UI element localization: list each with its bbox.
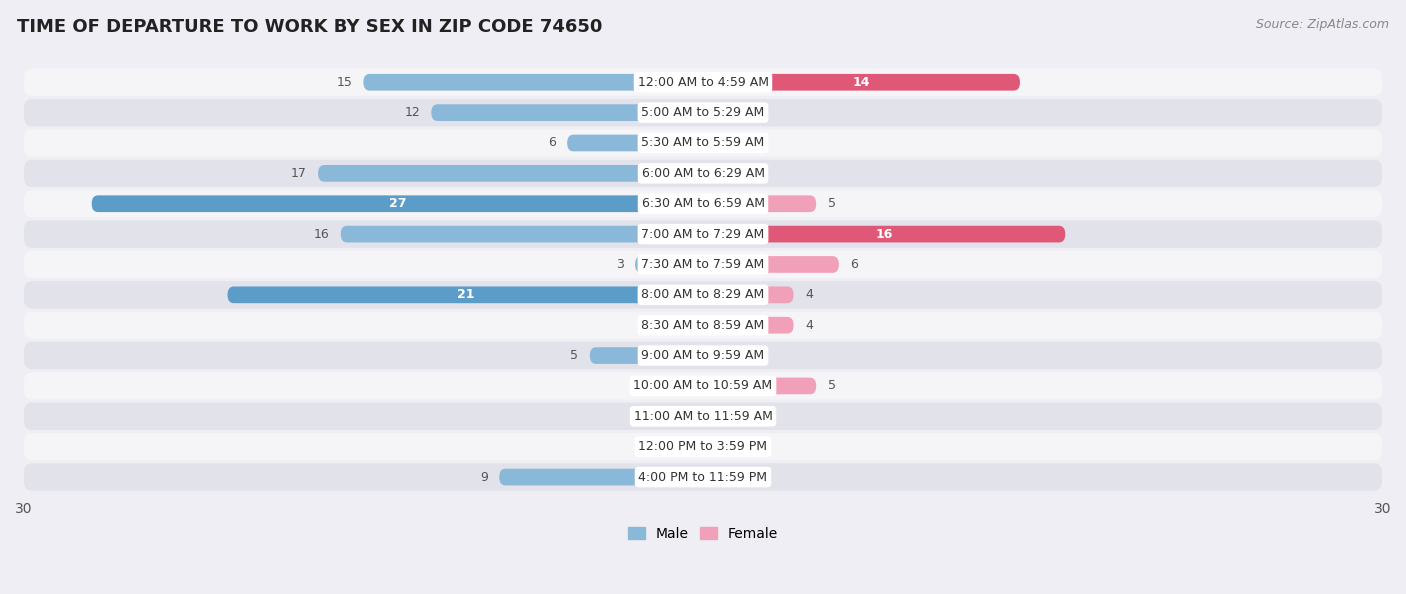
FancyBboxPatch shape [692, 317, 703, 334]
Text: 0: 0 [679, 380, 688, 393]
FancyBboxPatch shape [24, 99, 1382, 127]
Text: 15: 15 [336, 76, 352, 89]
FancyBboxPatch shape [703, 195, 817, 212]
Text: 10:00 AM to 10:59 AM: 10:00 AM to 10:59 AM [634, 380, 772, 393]
Text: 5: 5 [828, 197, 835, 210]
Text: 1: 1 [737, 470, 745, 484]
FancyBboxPatch shape [340, 226, 703, 242]
Text: 12:00 AM to 4:59 AM: 12:00 AM to 4:59 AM [637, 76, 769, 89]
FancyBboxPatch shape [567, 135, 703, 151]
FancyBboxPatch shape [24, 463, 1382, 491]
Text: TIME OF DEPARTURE TO WORK BY SEX IN ZIP CODE 74650: TIME OF DEPARTURE TO WORK BY SEX IN ZIP … [17, 18, 602, 36]
Text: 0: 0 [718, 410, 727, 423]
Text: 16: 16 [314, 228, 329, 241]
FancyBboxPatch shape [703, 256, 839, 273]
Text: 9: 9 [479, 470, 488, 484]
Text: 2: 2 [759, 167, 768, 180]
Text: 17: 17 [291, 167, 307, 180]
Text: 0: 0 [718, 440, 727, 453]
FancyBboxPatch shape [703, 317, 793, 334]
FancyBboxPatch shape [24, 433, 1382, 460]
FancyBboxPatch shape [589, 347, 703, 364]
Text: 6: 6 [851, 258, 858, 271]
FancyBboxPatch shape [24, 160, 1382, 187]
FancyBboxPatch shape [24, 251, 1382, 278]
FancyBboxPatch shape [24, 281, 1382, 308]
Text: Source: ZipAtlas.com: Source: ZipAtlas.com [1256, 18, 1389, 31]
FancyBboxPatch shape [24, 311, 1382, 339]
FancyBboxPatch shape [692, 438, 703, 455]
Text: 5:30 AM to 5:59 AM: 5:30 AM to 5:59 AM [641, 137, 765, 150]
FancyBboxPatch shape [703, 286, 793, 303]
FancyBboxPatch shape [703, 135, 725, 151]
Text: 0: 0 [718, 106, 727, 119]
FancyBboxPatch shape [703, 408, 714, 425]
Text: 27: 27 [388, 197, 406, 210]
FancyBboxPatch shape [703, 469, 725, 485]
FancyBboxPatch shape [636, 256, 703, 273]
Text: 4:00 PM to 11:59 PM: 4:00 PM to 11:59 PM [638, 470, 768, 484]
Text: 8:30 AM to 8:59 AM: 8:30 AM to 8:59 AM [641, 319, 765, 331]
FancyBboxPatch shape [703, 226, 1066, 242]
FancyBboxPatch shape [432, 105, 703, 121]
Text: 14: 14 [853, 76, 870, 89]
Text: 3: 3 [616, 258, 624, 271]
FancyBboxPatch shape [24, 403, 1382, 430]
Text: 0: 0 [679, 319, 688, 331]
FancyBboxPatch shape [703, 347, 714, 364]
Text: 9:00 AM to 9:59 AM: 9:00 AM to 9:59 AM [641, 349, 765, 362]
Text: 0: 0 [679, 410, 688, 423]
FancyBboxPatch shape [228, 286, 703, 303]
Text: 8:00 AM to 8:29 AM: 8:00 AM to 8:29 AM [641, 288, 765, 301]
Text: 12:00 PM to 3:59 PM: 12:00 PM to 3:59 PM [638, 440, 768, 453]
FancyBboxPatch shape [24, 342, 1382, 369]
Text: 5: 5 [571, 349, 578, 362]
Text: 5: 5 [828, 380, 835, 393]
Text: 0: 0 [679, 440, 688, 453]
Text: 7:30 AM to 7:59 AM: 7:30 AM to 7:59 AM [641, 258, 765, 271]
Text: 5:00 AM to 5:29 AM: 5:00 AM to 5:29 AM [641, 106, 765, 119]
FancyBboxPatch shape [24, 129, 1382, 157]
FancyBboxPatch shape [24, 68, 1382, 96]
Text: 12: 12 [405, 106, 420, 119]
Text: 6:00 AM to 6:29 AM: 6:00 AM to 6:29 AM [641, 167, 765, 180]
Text: 6:30 AM to 6:59 AM: 6:30 AM to 6:59 AM [641, 197, 765, 210]
FancyBboxPatch shape [318, 165, 703, 182]
FancyBboxPatch shape [24, 190, 1382, 217]
FancyBboxPatch shape [692, 378, 703, 394]
FancyBboxPatch shape [703, 74, 1019, 91]
FancyBboxPatch shape [363, 74, 703, 91]
Text: 16: 16 [876, 228, 893, 241]
Text: 21: 21 [457, 288, 474, 301]
FancyBboxPatch shape [703, 378, 817, 394]
FancyBboxPatch shape [703, 165, 748, 182]
FancyBboxPatch shape [24, 372, 1382, 400]
Text: 1: 1 [737, 137, 745, 150]
Text: 4: 4 [804, 319, 813, 331]
Text: 7:00 AM to 7:29 AM: 7:00 AM to 7:29 AM [641, 228, 765, 241]
FancyBboxPatch shape [499, 469, 703, 485]
Text: 0: 0 [718, 349, 727, 362]
FancyBboxPatch shape [703, 105, 714, 121]
FancyBboxPatch shape [91, 195, 703, 212]
Legend: Male, Female: Male, Female [623, 521, 783, 546]
FancyBboxPatch shape [692, 408, 703, 425]
FancyBboxPatch shape [703, 438, 714, 455]
Text: 4: 4 [804, 288, 813, 301]
Text: 11:00 AM to 11:59 AM: 11:00 AM to 11:59 AM [634, 410, 772, 423]
Text: 6: 6 [548, 137, 555, 150]
FancyBboxPatch shape [24, 220, 1382, 248]
